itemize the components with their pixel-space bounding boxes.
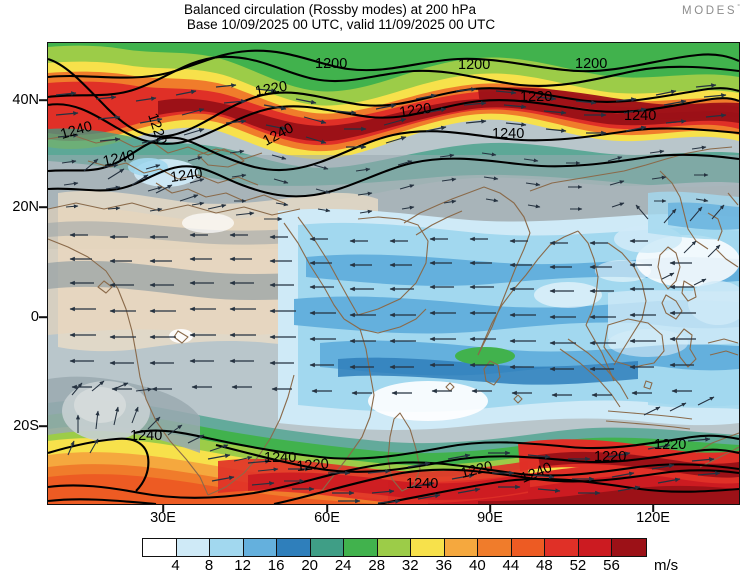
svg-text:1200: 1200 [315,56,347,72]
y-axis: 40N 20N 0 20S [0,0,47,574]
contour-label: 1220 [654,437,686,453]
svg-text:1240: 1240 [264,450,296,466]
svg-text:1200: 1200 [458,57,490,73]
contour-label: 1240 [406,476,438,492]
y-tick-20s [39,425,47,427]
colorbar-tick-label: 44 [502,557,520,574]
colorbar-cell [344,539,378,556]
colorbar-cell [310,539,345,556]
svg-text:1220: 1220 [654,437,686,453]
svg-text:1240: 1240 [169,166,203,186]
contour-label: 1240 [624,108,656,124]
colorbar-tick-label: 12 [234,557,251,574]
contour-labels: 1200 1200 1200 1220 1220 1220 1220 1240 … [59,56,687,492]
svg-text:1240: 1240 [102,148,137,170]
svg-text:1220: 1220 [254,79,289,100]
colorbar-tick-label: 8 [204,557,214,574]
colorbar-tick-label: 52 [569,557,587,574]
y-tick-label-20n: 20N [12,199,39,215]
colorbar-tick-label: 28 [368,557,386,574]
x-tick-90e [489,505,491,512]
colorbar-cell [545,539,579,556]
x-tick-label-60e: 60E [314,510,340,526]
contour-label: 1220 [594,449,626,465]
colorbar [142,538,647,557]
map-plot-area: 1200 1200 1200 1220 1220 1220 1220 1240 … [47,42,740,505]
contour-label: 1200 [575,56,607,72]
contour-label: 1220 [398,101,432,121]
contour-label: 1220 [520,89,552,105]
contour-label: 1240 [264,450,296,466]
contour-label: 1240 [492,126,524,142]
colorbar-unit-label: m/s [654,557,679,574]
svg-text:1200: 1200 [575,56,607,72]
modes-logo: MODES° [682,4,740,17]
modes-logo-mark: ° [737,4,740,11]
svg-text:1240: 1240 [130,428,162,444]
page-title: Balanced circulation (Rossby modes) at 2… [184,2,476,17]
contour-label: 1240 [169,166,203,186]
contour-label: 1200 [458,57,490,73]
contour-label: 1200 [315,56,347,72]
colorbar-tick-label: 48 [536,557,553,574]
colorbar-cell [612,539,646,556]
contour-label: 1240 [102,148,137,170]
y-tick-20n [39,206,47,208]
x-tick-60e [326,505,328,512]
chart-title-block: Balanced circulation (Rossby modes) at 2… [0,2,660,32]
map-content: 1200 1200 1200 1220 1220 1220 1220 1240 … [48,43,739,504]
contour-label: 1220 [254,79,289,100]
contour-label: 1240 [130,428,162,444]
geopotential-contours [48,49,739,504]
colorbar-tick-label: 4 [171,557,180,574]
colorbar-cell [478,539,512,556]
y-tick-label-20s: 20S [13,418,39,434]
map-svg: 1200 1200 1200 1220 1220 1220 1220 1240 … [48,43,739,504]
windspeed-shading [48,43,739,504]
colorbar-cell [377,539,412,556]
colorbar-cell [277,539,311,556]
colorbar-tick-label: 24 [334,557,352,574]
x-tick-120e [652,505,654,512]
svg-text:1220: 1220 [520,89,552,105]
modes-logo-text: MODES [682,4,738,17]
contour-label: 1220 [296,456,330,475]
colorbar-cell [143,539,177,556]
y-tick-40n [39,99,47,101]
colorbar-tick-label: 20 [301,557,318,574]
x-tick-label-120e: 120E [636,510,670,526]
colorbar-tick-label: 32 [401,557,419,574]
contour-label: 1220 [459,459,494,482]
y-tick-label-40n: 40N [12,92,39,108]
colorbar-tick-label: 56 [603,557,620,574]
svg-text:1240: 1240 [624,108,656,124]
colorbar-tick-label: 16 [267,557,285,574]
x-tick-30e [162,505,164,512]
svg-text:1220: 1220 [594,449,626,465]
chart-subtitle: Base 10/09/2025 00 UTC, valid 11/09/2025… [186,17,496,32]
colorbar-tick-label: 40 [468,557,486,574]
colorbar-cell [176,539,211,556]
svg-text:1240: 1240 [492,126,524,142]
colorbar-cell [243,539,278,556]
svg-text:1220: 1220 [296,456,330,475]
svg-text:1220: 1220 [459,459,494,482]
x-tick-label-30e: 30E [150,510,176,526]
wind-vectors [55,83,727,504]
colorbar-tick-label: 36 [435,557,453,574]
y-tick-label-0: 0 [30,309,39,325]
svg-text:1240: 1240 [406,476,438,492]
svg-text:1220: 1220 [398,101,432,121]
colorbar-cell [511,539,546,556]
colorbar-cell [444,539,479,556]
colorbar-cell [578,539,613,556]
y-tick-0 [39,316,47,318]
colorbar-cell [411,539,445,556]
colorbar-cell [210,539,244,556]
x-tick-label-90e: 90E [477,510,503,526]
